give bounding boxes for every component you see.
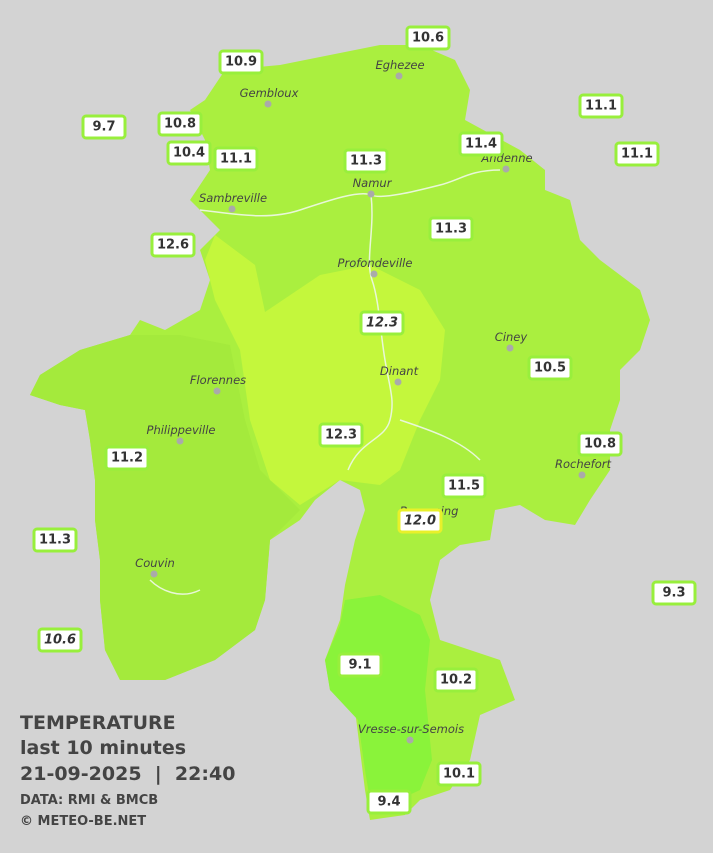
city-dot: [395, 72, 403, 80]
station-value: 9.1: [348, 658, 371, 673]
station-value: 10.6: [44, 633, 76, 648]
station-box: [458, 131, 504, 157]
station-box: [150, 232, 196, 258]
station-box: [441, 473, 487, 499]
city-dot: [578, 471, 586, 479]
station-box: [343, 148, 389, 174]
station-box: [359, 310, 405, 336]
legend-copyright: © METEO-BE.NET: [20, 814, 146, 829]
station-box: [405, 25, 451, 51]
station-box: [157, 111, 203, 137]
station-box: [578, 93, 624, 119]
station-value: 11.4: [465, 137, 497, 152]
city-label: Namur: [353, 176, 393, 190]
city-label: Vresse-sur-Semois: [358, 722, 464, 736]
station-value: 10.5: [534, 361, 566, 376]
station-value: 10.9: [225, 55, 257, 70]
station-value: 9.7: [92, 120, 115, 135]
station-value: 11.1: [585, 99, 617, 114]
station-box: [337, 652, 383, 678]
west-zone: [30, 335, 300, 680]
station-value: 9.4: [377, 795, 400, 810]
station-box: [651, 580, 697, 606]
city-dot: [370, 270, 378, 278]
station-value: 11.5: [448, 479, 480, 494]
station-box: [433, 667, 479, 693]
station-value: 11.3: [435, 222, 467, 237]
station-value: 11.1: [220, 152, 252, 167]
legend-title: TEMPERATURE: [20, 712, 176, 734]
station-box: [428, 216, 474, 242]
city-dot: [213, 387, 221, 395]
station-value: 12.3: [366, 316, 398, 331]
city-label: Sambreville: [199, 191, 267, 205]
legend-datetime: 21-09-2025 | 22:40: [20, 763, 235, 785]
station-box: [436, 761, 482, 787]
city-dot: [264, 100, 272, 108]
city-label: Florennes: [190, 373, 246, 387]
city-dot: [506, 344, 514, 352]
station-value: 9.3: [662, 586, 685, 601]
station-value: 10.6: [412, 31, 444, 46]
legend-subtitle: last 10 minutes: [20, 737, 186, 759]
station-value: 11.2: [111, 451, 143, 466]
warm-zone: [205, 235, 445, 505]
city-label: Eghezee: [375, 58, 424, 72]
city-label: Rochefort: [555, 457, 612, 471]
city-dot: [367, 190, 375, 198]
station-box: [104, 445, 150, 471]
station-box: [614, 141, 660, 167]
legend-source: DATA: RMI & BMCB: [20, 793, 158, 808]
city-dot: [228, 205, 236, 213]
city-dot: [150, 570, 158, 578]
station-value: 12.3: [325, 428, 357, 443]
station-value: 11.3: [39, 533, 71, 548]
station-value: 12.6: [157, 238, 189, 253]
city-label: Ciney: [495, 330, 528, 344]
city-label: Profondeville: [338, 256, 413, 270]
station-box: [527, 355, 573, 381]
station-box: [32, 527, 78, 553]
city-dot: [406, 736, 414, 744]
station-value: 11.3: [350, 154, 382, 169]
station-value: 10.1: [443, 767, 475, 782]
station-box: [397, 508, 443, 534]
station-box: [366, 789, 412, 815]
city-label: Philippeville: [147, 423, 216, 437]
city-dot: [502, 165, 510, 173]
station-box: [318, 422, 364, 448]
station-box: [81, 114, 127, 140]
station-box: [218, 49, 264, 75]
station-value: 11.1: [621, 147, 653, 162]
cool-zone: [325, 595, 432, 812]
station-value: 10.4: [173, 146, 205, 161]
station-box: [166, 140, 212, 166]
station-box: [577, 431, 623, 457]
city-dot: [394, 378, 402, 386]
city-label: Gembloux: [240, 86, 299, 100]
station-box: [37, 627, 83, 653]
city-dot: [176, 437, 184, 445]
station-value: 10.8: [164, 117, 196, 132]
station-value: 10.2: [440, 673, 472, 688]
city-label: Couvin: [135, 556, 175, 570]
station-value: 10.8: [584, 437, 616, 452]
station-value: 12.0: [404, 514, 436, 529]
city-label: Dinant: [380, 364, 419, 378]
station-box: [213, 146, 259, 172]
